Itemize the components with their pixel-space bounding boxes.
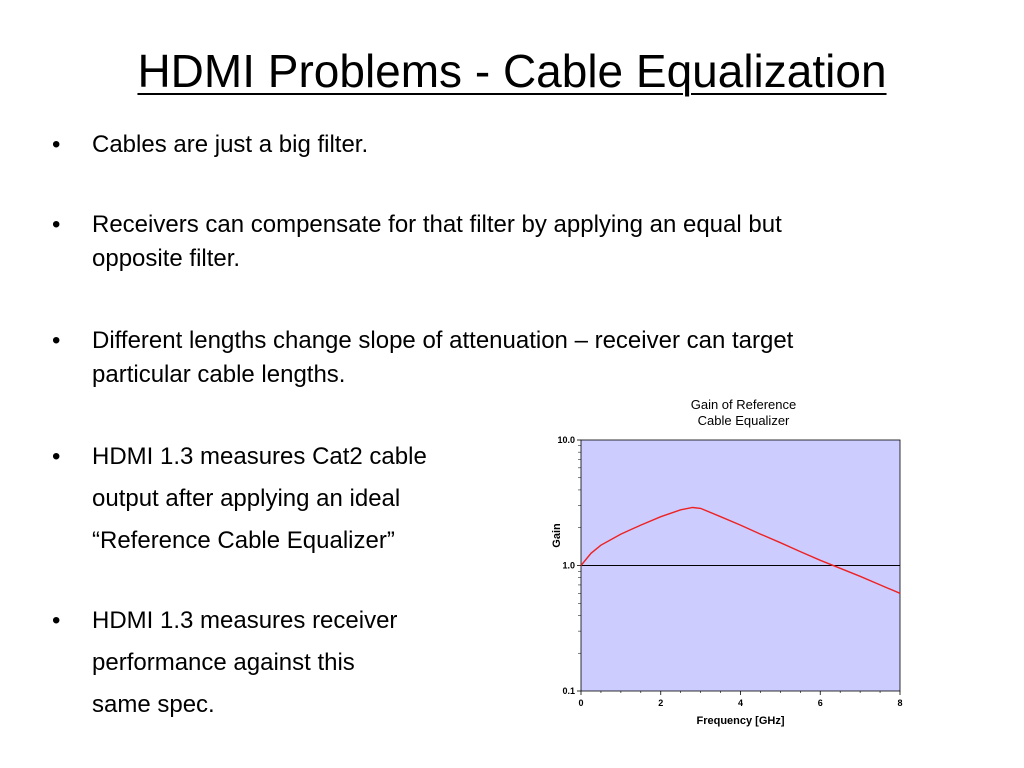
bullet-line: “Reference Cable Equalizer” (92, 527, 395, 554)
bullet-line: particular cable lengths. (92, 361, 346, 388)
bullet-line: Cables are just a big filter. (92, 131, 369, 158)
bullet-line: same spec. (92, 691, 215, 718)
chart-title-line: Gain of Reference (691, 397, 797, 412)
bullet-line: output after applying an ideal (92, 485, 401, 512)
bullet-line: HDMI 1.3 measures receiver (92, 607, 398, 634)
bullet-symbol: • (52, 131, 61, 158)
slide-title: HDMI Problems - Cable Equalization (137, 45, 887, 97)
x-tick-label: 8 (897, 698, 902, 708)
x-axis-label: Frequency [GHz] (696, 715, 784, 727)
y-tick-label: 10.0 (557, 435, 575, 445)
y-axis-label: Gain (551, 523, 563, 548)
x-tick-label: 4 (738, 698, 743, 708)
bullet-text: Cables are just a big filter. (92, 128, 932, 162)
bullet-symbol: • (52, 607, 61, 634)
bullet-symbol: • (52, 443, 61, 470)
bullet-text: Different lengths change slope of attenu… (92, 324, 932, 392)
bullet-line: opposite filter. (92, 245, 241, 272)
bullet-line: Receivers can compensate for that filter… (92, 211, 782, 238)
bullet-symbol: • (52, 327, 61, 354)
y-tick-label: 1.0 (562, 561, 575, 571)
x-tick-label: 6 (818, 698, 823, 708)
bullet-line: HDMI 1.3 measures Cat2 cable (92, 443, 427, 470)
bullet-text: Receivers can compensate for that filter… (92, 208, 932, 276)
gain-curve (580, 506, 901, 594)
x-tick-label: 0 (578, 698, 583, 708)
bullet-text: HDMI 1.3 measures Cat2 cable output afte… (92, 436, 932, 562)
bullet-line: Different lengths change slope of attenu… (92, 327, 794, 354)
y-tick-label: 0.1 (562, 686, 575, 696)
bullet-text: HDMI 1.3 measures receiver performance a… (92, 600, 932, 726)
x-tick-label: 2 (658, 698, 663, 708)
bullet-symbol: • (52, 211, 61, 238)
chart-title-line: Cable Equalizer (698, 413, 790, 428)
bullet-line: performance against this (92, 649, 355, 676)
